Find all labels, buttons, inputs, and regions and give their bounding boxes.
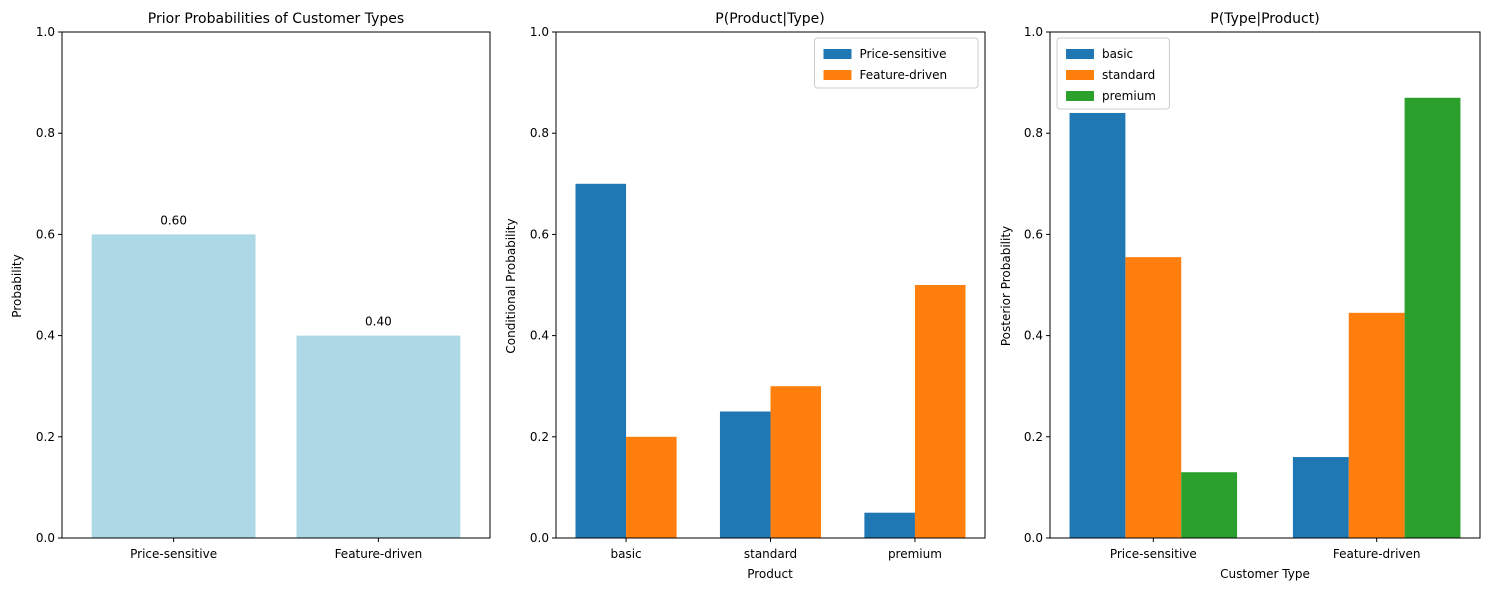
plot-frame [1049,31,1481,539]
legend-box [814,37,979,89]
legend-swatch [1066,49,1094,59]
bar-standard [1348,312,1405,538]
data-label: 0.60 [160,213,187,227]
x-axis-label: Product [747,567,793,581]
bar-group [1069,97,1461,539]
y-tick-label: 0.4 [530,329,549,343]
bar-premium [1404,97,1461,538]
bar-basic [1069,112,1126,539]
y-tick-label: 0.2 [36,430,55,444]
x-axis-ticks: basic standard premium [610,538,942,561]
x-axis-ticks: Price-sensitive Feature-driven [1110,538,1421,561]
y-tick-label: 0.2 [530,430,549,444]
bar [296,335,461,538]
bar-standard [1125,257,1182,538]
y-axis-ticks: 0.0 0.2 0.4 0.6 0.8 1.0 [1024,25,1050,545]
legend: Price-sensitive Feature-driven [814,37,979,89]
y-tick-label: 0.0 [36,531,55,545]
bar-basic [1292,457,1349,538]
y-axis-label: Conditional Probability [504,218,518,353]
legend-label: standard [1102,68,1155,82]
plot-frame [555,31,986,539]
bar-group [575,183,966,539]
bar-feature-driven [770,386,822,538]
legend-swatch [1066,70,1094,80]
chart-title: Prior Probabilities of Customer Types [148,11,404,27]
x-tick-label: Feature-driven [1333,547,1421,561]
y-tick-label: 0.8 [1024,126,1043,140]
y-axis-ticks: 0.0 0.2 0.4 0.6 0.8 1.0 [530,25,556,545]
y-tick-label: 0.0 [1024,531,1043,545]
bar [91,234,256,538]
plot-frame [61,31,491,539]
data-label: 0.40 [365,315,392,329]
x-tick-label: Price-sensitive [1110,547,1197,561]
y-tick-label: 1.0 [36,25,55,39]
chart-title: P(Product|Type) [715,11,824,27]
x-tick-label: standard [744,547,797,561]
bar-group [91,234,461,538]
data-labels: 0.60 0.40 [160,213,392,328]
legend-swatch [823,49,852,59]
x-tick-label: Price-sensitive [130,547,217,561]
y-tick-label: 0.6 [530,227,549,241]
legend-label: basic [1102,47,1133,61]
y-axis-label: Probability [10,254,24,317]
legend: basic standard premium [1056,37,1170,110]
x-tick-label: basic [610,547,641,561]
chart-panel-prior: Prior Probabilities of Customer Types Pr… [10,11,491,561]
bar-feature-driven [914,285,966,538]
y-tick-label: 0.6 [36,227,55,241]
x-tick-label: premium [888,547,942,561]
legend-swatch [1066,91,1094,101]
legend-label: Price-sensitive [860,47,947,61]
bar-price-sensitive [575,183,627,539]
y-tick-label: 1.0 [1024,25,1043,39]
y-tick-label: 0.8 [530,126,549,140]
chart-panel-conditional: P(Product|Type) Conditional Probability … [504,11,986,581]
y-tick-label: 0.0 [530,531,549,545]
legend-label: premium [1102,89,1156,103]
bar-feature-driven [626,436,677,538]
y-tick-label: 0.4 [36,329,55,343]
legend-swatch [823,70,852,80]
bar-price-sensitive [864,512,915,538]
x-axis-label: Customer Type [1220,567,1310,581]
y-tick-label: 0.8 [36,126,55,140]
chart-panel-posterior: P(Type|Product) Posterior Probability Cu… [999,11,1481,581]
x-axis-ticks: Price-sensitive Feature-driven [130,538,422,561]
y-tick-label: 0.6 [1024,227,1043,241]
x-tick-label: Feature-driven [335,547,423,561]
y-axis-label: Posterior Probability [999,226,1013,346]
bar-price-sensitive [719,411,771,538]
bar-premium [1181,472,1238,538]
y-axis-ticks: 0.0 0.2 0.4 0.6 0.8 1.0 [36,25,62,545]
y-tick-label: 1.0 [530,25,549,39]
legend-label: Feature-driven [860,68,948,82]
y-tick-label: 0.2 [1024,430,1043,444]
y-tick-label: 0.4 [1024,329,1043,343]
chart-title: P(Type|Product) [1210,11,1319,27]
